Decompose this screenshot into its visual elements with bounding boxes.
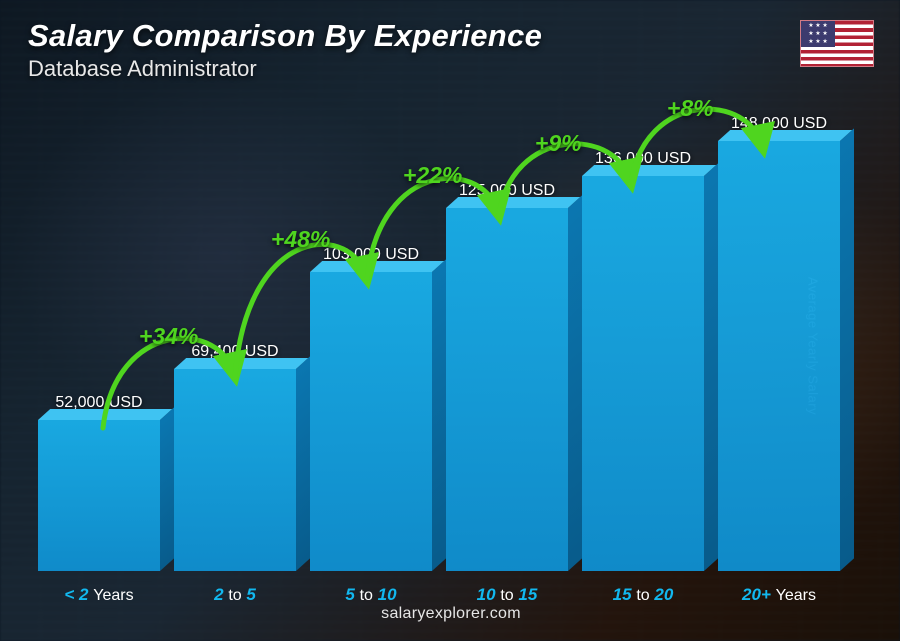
x-axis-label: 10 to 15	[446, 585, 568, 605]
bar-side-face	[840, 128, 854, 571]
bars-group: 52,000 USD69,400 USD103,000 USD125,000 U…	[38, 86, 840, 571]
x-axis-label: 5 to 10	[310, 585, 432, 605]
bar	[174, 369, 296, 571]
bar-front-face	[38, 420, 160, 571]
chart-subtitle: Database Administrator	[28, 56, 542, 82]
bar-top-face	[446, 197, 580, 208]
x-axis-labels: < 2 Years 2 to 5 5 to 10 10 to 15 15 to 20 20…	[38, 585, 840, 605]
bar-side-face	[568, 195, 582, 571]
x-axis-label: 15 to 20	[582, 585, 704, 605]
bar-top-face	[718, 130, 852, 141]
bar	[582, 176, 704, 571]
title-block: Salary Comparison By Experience Database…	[28, 18, 542, 82]
header: Salary Comparison By Experience Database…	[28, 18, 874, 82]
bar-side-face	[432, 259, 446, 571]
bar-top-face	[310, 261, 444, 272]
chart-title: Salary Comparison By Experience	[28, 18, 542, 54]
chart-area: Average Yearly Salary 52,000 USD69,400 U…	[28, 86, 874, 605]
x-axis-label: 2 to 5	[174, 585, 296, 605]
bar-front-face	[582, 176, 704, 571]
bar-column: 148,000 USD	[718, 115, 840, 571]
bar-front-face	[446, 208, 568, 571]
bar-front-face	[174, 369, 296, 571]
infographic-container: Salary Comparison By Experience Database…	[0, 0, 900, 641]
bar-top-face	[174, 358, 308, 369]
us-flag-icon	[800, 20, 874, 67]
bar	[718, 141, 840, 571]
bar-top-face	[38, 409, 172, 420]
bar-front-face	[310, 272, 432, 571]
bar-top-face	[582, 165, 716, 176]
bar-front-face	[718, 141, 840, 571]
bar-side-face	[704, 163, 718, 571]
bar-column: 125,000 USD	[446, 182, 568, 571]
bar-column: 103,000 USD	[310, 246, 432, 571]
bar	[446, 208, 568, 571]
bar	[310, 272, 432, 571]
bar-column: 52,000 USD	[38, 394, 160, 571]
bar-column: 69,400 USD	[174, 343, 296, 571]
bar	[38, 420, 160, 571]
bar-column: 136,000 USD	[582, 150, 704, 571]
bar-side-face	[296, 356, 310, 571]
x-axis-label: 20+ Years	[718, 585, 840, 605]
footer-source: salaryexplorer.com	[28, 605, 874, 625]
x-axis-label: < 2 Years	[38, 585, 160, 605]
bar-side-face	[160, 407, 174, 571]
